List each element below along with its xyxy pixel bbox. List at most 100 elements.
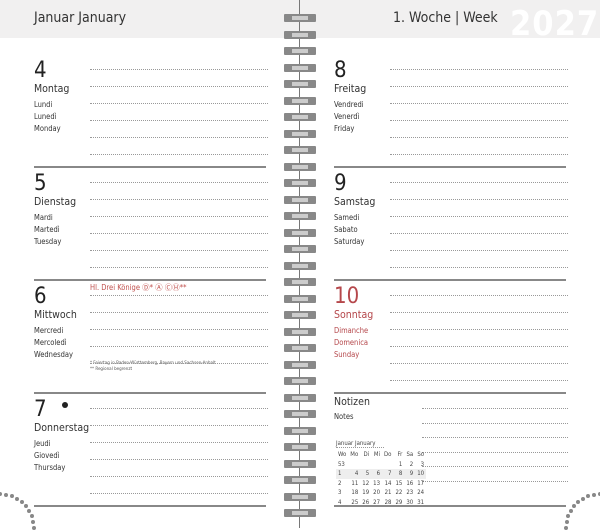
day-block-dienstag[interactable]: 5 Dienstag Mardi Martedì Tuesday (34, 168, 268, 281)
day-block-donnerstag[interactable]: 7 Donnerstag Jeudi Giovedì Thursday (34, 394, 268, 507)
writing-line[interactable] (90, 120, 268, 121)
writing-line[interactable] (422, 437, 568, 438)
calendar-cell: 3 (338, 489, 342, 497)
writing-line[interactable] (390, 329, 568, 330)
writing-line[interactable] (90, 493, 268, 494)
writing-line[interactable] (390, 380, 568, 381)
writing-line[interactable] (90, 182, 268, 183)
calendar-header: Di (363, 451, 370, 459)
writing-line[interactable] (90, 346, 268, 347)
writing-line[interactable] (90, 86, 268, 87)
calendar-cell: 20 (373, 489, 381, 497)
writing-line[interactable] (422, 451, 568, 453)
calendar-cell: 18 (351, 489, 359, 497)
calendar-cell: 24 (417, 489, 425, 497)
writing-line[interactable] (90, 329, 268, 330)
writing-line[interactable] (90, 250, 268, 251)
spiral-ring (284, 195, 316, 204)
writing-line[interactable] (390, 216, 568, 217)
writing-line[interactable] (90, 69, 268, 70)
writing-line[interactable] (390, 363, 568, 364)
writing-line[interactable] (390, 69, 568, 70)
writing-line[interactable] (90, 199, 268, 200)
writing-line[interactable] (90, 154, 268, 155)
spiral-ring (284, 278, 316, 286)
writing-line[interactable] (422, 480, 568, 482)
writing-line[interactable] (390, 295, 568, 296)
writing-line[interactable] (90, 267, 268, 268)
writing-line[interactable] (90, 295, 268, 296)
writing-line[interactable] (90, 216, 268, 217)
calendar-cell (371, 460, 382, 470)
writing-line[interactable] (390, 120, 568, 121)
spiral-ring (284, 245, 316, 253)
day-translation: Sunday (334, 350, 360, 359)
spiral-ring (284, 327, 316, 336)
day-block-samstag[interactable]: 9 Samstag Samedi Sabato Saturday (334, 168, 568, 281)
calendar-cell: 14 (384, 479, 392, 487)
notes-section: Notizen Notes (334, 394, 568, 507)
writing-line[interactable] (390, 199, 568, 200)
decorative-dot (586, 494, 591, 499)
day-block-montag[interactable]: 4 Montag Lundi Lunedì Monday (34, 55, 268, 168)
writing-line[interactable] (390, 233, 568, 234)
calendar-cell: 22 (395, 489, 403, 497)
writing-line[interactable] (90, 363, 268, 364)
decorative-dot (32, 526, 36, 530)
spiral-ring (284, 459, 316, 468)
spiral-ring (284, 344, 316, 352)
decorative-dot (564, 526, 568, 530)
decorative-dot (24, 504, 29, 509)
calendar-cell: 7 (382, 469, 394, 479)
writing-line[interactable] (390, 103, 568, 104)
writing-line[interactable] (90, 442, 268, 443)
spiral-ring (284, 294, 316, 303)
writing-line[interactable] (90, 425, 268, 426)
decorative-dot (581, 496, 585, 501)
writing-line[interactable] (390, 182, 568, 183)
spiral-ring (284, 476, 316, 484)
day-block-mittwoch[interactable]: 6 Mittwoch Mercredi Mercoledì Wednesday Hl. D… (34, 281, 268, 394)
writing-line[interactable] (390, 86, 568, 87)
day-block-freitag[interactable]: 8 Freitag Vendredi Venerdì Friday (334, 55, 568, 168)
day-name: Freitag (334, 83, 367, 95)
year-title: 2027 (510, 4, 600, 44)
day-translation: Martedì (34, 225, 60, 234)
writing-line[interactable] (90, 408, 268, 409)
writing-line[interactable] (422, 466, 568, 467)
calendar-cell: 21 (384, 489, 392, 497)
calendar-cell: 11 (351, 479, 359, 487)
writing-line[interactable] (90, 476, 268, 477)
calendar-header: Fr (397, 451, 403, 459)
writing-line[interactable] (90, 103, 268, 104)
writing-line[interactable] (90, 459, 268, 460)
day-name: Montag (34, 83, 70, 95)
calendar-cell: 30 (406, 498, 414, 506)
decorative-dot (19, 499, 24, 504)
writing-line[interactable] (390, 267, 568, 268)
calendar-week-row: 3 18 19 20 21 22 23 24 (336, 488, 426, 498)
spiral-ring (284, 377, 316, 385)
spiral-binding (284, 0, 316, 528)
day-block-sonntag[interactable]: 10 Sonntag Dimanche Domenica Sunday (334, 281, 568, 394)
day-number: 8 (334, 58, 347, 83)
writing-line[interactable] (422, 408, 568, 409)
writing-line[interactable] (390, 154, 568, 155)
day-translation: Sabato (334, 225, 358, 234)
decorative-dot (9, 494, 14, 499)
writing-line[interactable] (422, 422, 568, 424)
calendar-week-row: 53 1 2 3 (336, 460, 426, 470)
spiral-ring (284, 393, 316, 402)
writing-line[interactable] (390, 346, 568, 347)
calendar-week-row: 4 25 26 27 28 29 30 31 (336, 498, 426, 508)
calendar-cell: 31 (417, 498, 425, 506)
writing-line[interactable] (90, 137, 268, 138)
writing-line[interactable] (390, 137, 568, 138)
writing-line[interactable] (390, 312, 568, 313)
writing-line[interactable] (90, 312, 268, 313)
writing-line[interactable] (390, 250, 568, 251)
day-translation: Dimanche (334, 326, 369, 335)
notes-title: Notizen (334, 396, 370, 408)
decorative-dot (576, 499, 581, 504)
writing-line[interactable] (90, 233, 268, 234)
